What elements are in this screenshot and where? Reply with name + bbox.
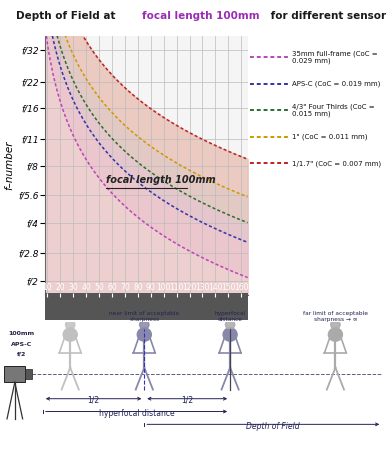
Bar bbox=[25, 369, 32, 378]
Text: hyperfocal
distance: hyperfocal distance bbox=[215, 311, 246, 323]
Text: 1/1.7" (CoC = 0.007 mm): 1/1.7" (CoC = 0.007 mm) bbox=[292, 160, 381, 166]
Circle shape bbox=[331, 320, 340, 329]
Circle shape bbox=[66, 320, 75, 329]
Text: APS-C (CoC = 0.019 mm): APS-C (CoC = 0.019 mm) bbox=[292, 81, 380, 87]
Text: 35mm full-frame (CoC = 0.029 mm): 35mm full-frame (CoC = 0.029 mm) bbox=[292, 50, 378, 64]
Text: hyperfocal distance: hyperfocal distance bbox=[99, 410, 174, 418]
Text: f/2: f/2 bbox=[17, 352, 26, 357]
Text: Depth of Field at: Depth of Field at bbox=[16, 11, 119, 21]
Text: far limit of acceptable
sharpness → ∞: far limit of acceptable sharpness → ∞ bbox=[303, 311, 368, 323]
Circle shape bbox=[223, 328, 237, 341]
Circle shape bbox=[63, 328, 77, 341]
X-axis label: hyperfocal distance, m: hyperfocal distance, m bbox=[94, 322, 198, 331]
Text: focal length 100mm: focal length 100mm bbox=[106, 175, 215, 185]
Text: 100mm: 100mm bbox=[9, 331, 34, 336]
Text: for different sensor sizes: for different sensor sizes bbox=[267, 11, 390, 21]
Text: APS-C: APS-C bbox=[11, 342, 32, 347]
Text: 1" (CoC = 0.011 mm): 1" (CoC = 0.011 mm) bbox=[292, 134, 367, 140]
Bar bbox=[4, 366, 25, 382]
Text: Depth of Field: Depth of Field bbox=[246, 422, 300, 431]
Text: near limit of acceptable
sharpness: near limit of acceptable sharpness bbox=[109, 311, 179, 323]
Circle shape bbox=[328, 328, 342, 341]
Text: 4/3" Four Thirds (CoC = 0.015 mm): 4/3" Four Thirds (CoC = 0.015 mm) bbox=[292, 103, 374, 117]
Circle shape bbox=[140, 320, 149, 329]
Circle shape bbox=[225, 320, 235, 329]
Text: 1/2: 1/2 bbox=[181, 396, 193, 405]
Y-axis label: f–number: f–number bbox=[4, 140, 14, 190]
Circle shape bbox=[137, 328, 151, 341]
Text: 1/2: 1/2 bbox=[87, 396, 100, 405]
Text: focal length 100mm: focal length 100mm bbox=[142, 11, 260, 21]
